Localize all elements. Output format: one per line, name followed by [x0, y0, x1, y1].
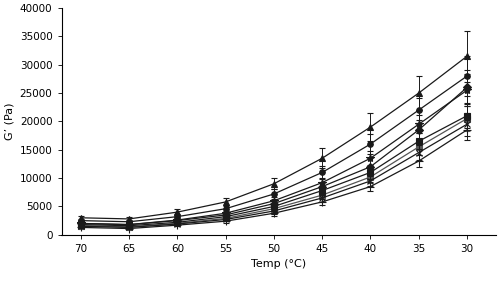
Y-axis label: G’ (Pa): G’ (Pa): [4, 103, 14, 140]
X-axis label: Temp (°C): Temp (°C): [251, 259, 306, 269]
